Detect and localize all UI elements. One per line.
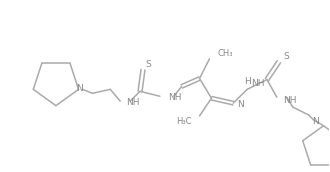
Text: S: S	[284, 52, 289, 61]
Text: NH: NH	[251, 79, 265, 88]
Text: N: N	[237, 100, 244, 109]
Text: S: S	[145, 60, 151, 69]
Text: NH: NH	[283, 96, 296, 105]
Text: H: H	[244, 77, 250, 86]
Text: H₃C: H₃C	[176, 117, 192, 126]
Text: NH: NH	[126, 98, 140, 107]
Text: NH: NH	[168, 93, 181, 102]
Text: CH₃: CH₃	[217, 49, 233, 58]
Text: N: N	[312, 117, 319, 126]
Text: N: N	[76, 84, 83, 93]
